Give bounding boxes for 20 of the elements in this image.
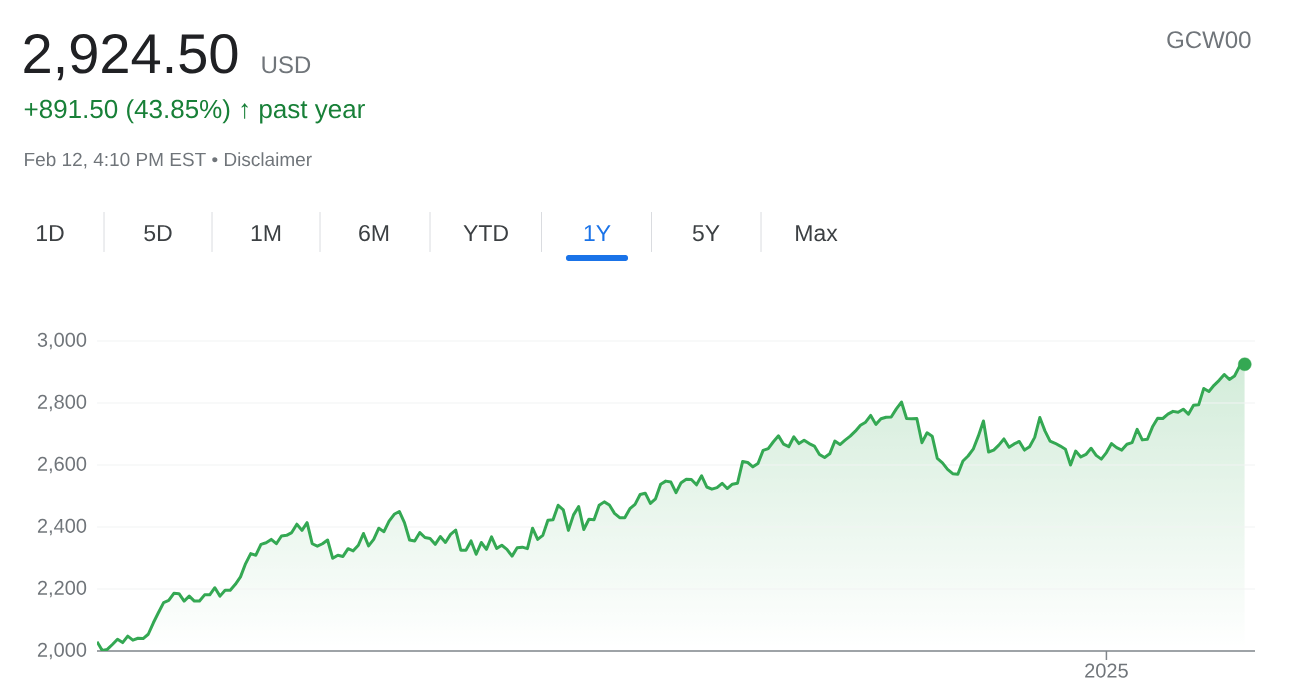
- text: 5D: [144, 225, 172, 242]
- y-tick-label: 2,800: [37, 394, 87, 412]
- text: Max: [796, 225, 838, 242]
- text: 1Y: [584, 225, 611, 241]
- chart-subtitle: +891.50 (43.85%) ↑ past year: [24, 99, 365, 124]
- text: 1D: [37, 225, 64, 241]
- y-tick-label: 2,600: [37, 456, 87, 474]
- text: GCW00: [1167, 31, 1251, 49]
- text: 5Y: [692, 225, 720, 242]
- y-tick-label: 2,400: [37, 518, 87, 536]
- text: Feb 12, 4:10 PM EST • Disclaimer: [25, 152, 312, 169]
- y-tick-label: 3,000: [37, 332, 87, 350]
- x-tick-label: 2025: [1085, 663, 1128, 678]
- text: YTD: [463, 225, 508, 241]
- text: 1M: [251, 225, 281, 241]
- text: USD: [262, 56, 311, 74]
- y-tick-label: 2,200: [37, 580, 87, 598]
- chart-title: 2,924.50: [24, 33, 238, 81]
- y-tick-label: 2,000: [37, 642, 87, 660]
- text: 6M: [359, 224, 389, 242]
